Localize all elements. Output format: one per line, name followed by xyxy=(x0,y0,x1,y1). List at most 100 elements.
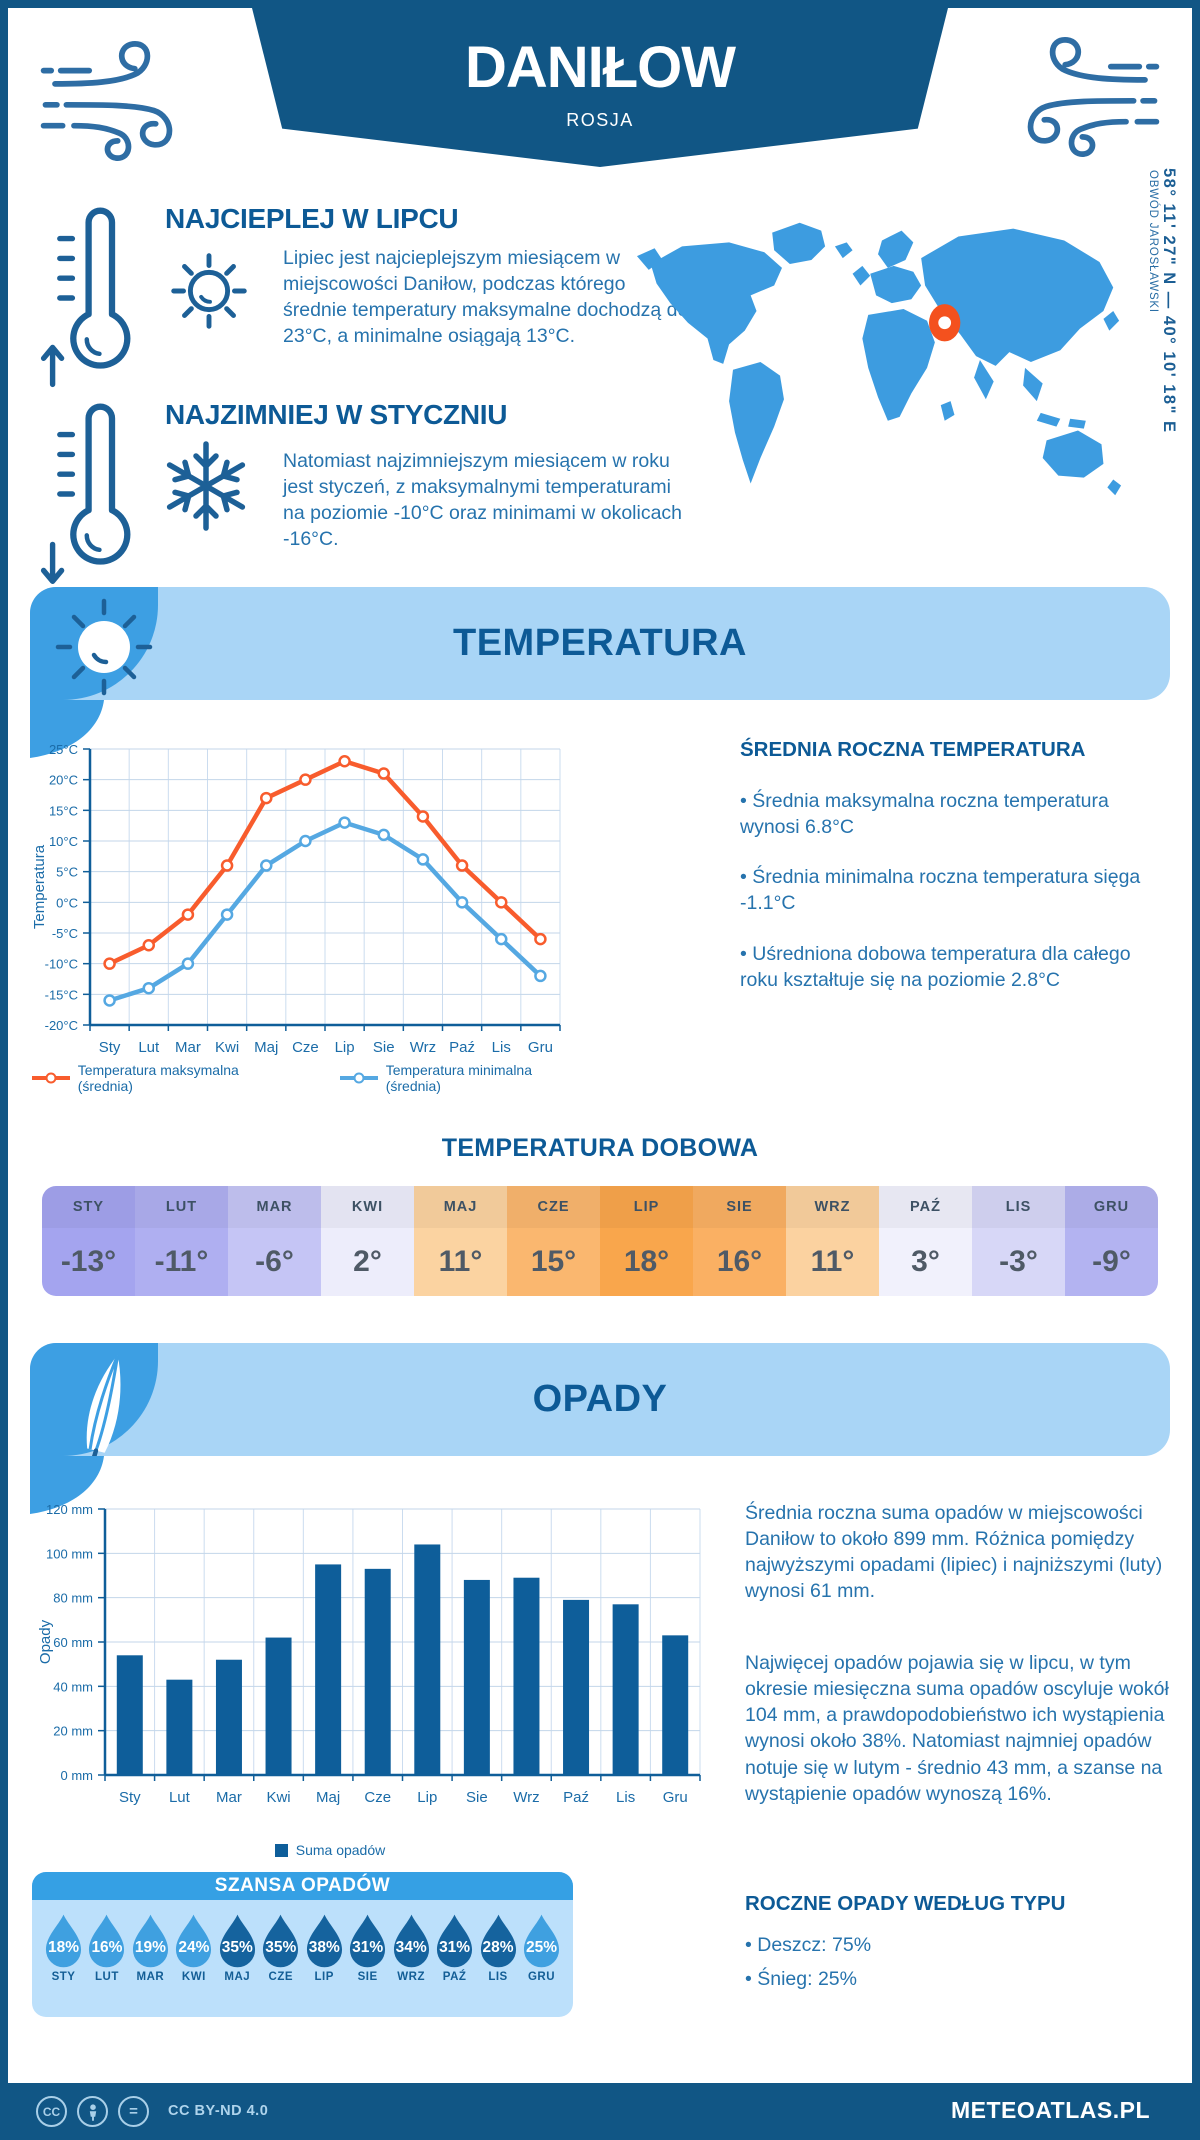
precip-chance-month: LUT xyxy=(95,1971,119,1983)
svg-text:Mar: Mar xyxy=(216,1789,242,1806)
bar xyxy=(612,1604,639,1775)
svg-text:Gru: Gru xyxy=(663,1789,688,1806)
water-drop-icon xyxy=(523,1914,560,1968)
svg-text:25°C: 25°C xyxy=(49,742,78,757)
svg-text:Sie: Sie xyxy=(373,1039,395,1056)
svg-text:Lip: Lip xyxy=(335,1039,355,1056)
water-drop-icon xyxy=(176,1914,212,1968)
svg-text:Paź: Paź xyxy=(449,1039,475,1056)
wind-icon xyxy=(40,41,173,161)
daily-temp-month: GRU xyxy=(1065,1186,1158,1228)
daily-temp-month: MAJ xyxy=(414,1186,507,1228)
svg-text:-15°C: -15°C xyxy=(45,987,78,1002)
world-map xyxy=(636,222,1122,496)
daily-temp-column: MAJ 11° xyxy=(414,1186,507,1296)
footer: CC = CC BY-ND 4.0 METEOATLAS.PL xyxy=(0,2083,1200,2140)
precip-chance-month: PAŹ xyxy=(442,1971,467,1983)
precip-chance-heading: SZANSA OPADÓW xyxy=(32,1872,573,1900)
precipitation-paragraph-2: Najwięcej opadów pojawia się w lipcu, w … xyxy=(745,1652,1169,1805)
map-europe xyxy=(870,265,922,304)
daily-temp-month: LIP xyxy=(600,1186,693,1228)
warm-section-body: Lipiec jest najcieplejszym miesiącem w m… xyxy=(283,247,689,348)
daily-temperature-heading: TEMPERATURA DOBOWA xyxy=(441,1134,759,1162)
svg-text:10°C: 10°C xyxy=(49,834,78,849)
water-drop-icon xyxy=(350,1914,386,1968)
svg-text:Lis: Lis xyxy=(492,1039,511,1056)
daily-temp-value: -3° xyxy=(999,1245,1038,1278)
bar xyxy=(116,1655,143,1775)
svg-text:60 mm: 60 mm xyxy=(53,1635,93,1650)
legend-label: Suma opadów xyxy=(295,1842,386,1858)
svg-text:15°C: 15°C xyxy=(49,803,78,818)
svg-text:40 mm: 40 mm xyxy=(53,1679,93,1694)
bar xyxy=(364,1568,391,1775)
precip-chance-month: MAJ xyxy=(224,1971,251,1983)
cold-section-heading: NAJZIMNIEJ W STYCZNIU xyxy=(165,399,508,430)
svg-text:80 mm: 80 mm xyxy=(53,1591,93,1606)
daily-temp-value: 16° xyxy=(716,1245,763,1278)
precip-chance-drop: 34% WRZ xyxy=(392,1912,431,1983)
legend-item-max: Temperatura maksymalna (średnia) xyxy=(30,1062,286,1094)
precipitation-type-bullet: • Śnieg: 25% xyxy=(745,1968,857,1990)
daily-temp-column: SIE 16° xyxy=(693,1186,786,1296)
temperature-banner-title: TEMPERATURA xyxy=(452,622,747,664)
svg-text:120 mm: 120 mm xyxy=(46,1502,93,1517)
daily-temp-month: STY xyxy=(42,1186,135,1228)
annual-bullet: • Średnia maksymalna roczna temperatura … xyxy=(740,790,1109,839)
daily-temp-column: KWI 2° xyxy=(321,1186,414,1296)
precip-chance-drop: 35% MAJ xyxy=(218,1912,257,1983)
daily-temp-month: LIS xyxy=(972,1186,1065,1228)
daily-temp-value: -9° xyxy=(1092,1245,1131,1278)
sun-icon xyxy=(55,598,153,696)
map-north-america xyxy=(650,242,782,364)
annual-temperature-block: ŚREDNIA ROCZNA TEMPERATURA • Średnia mak… xyxy=(740,738,1168,1017)
region-text: OBWÓD JAROSŁAWSKI xyxy=(1147,170,1159,313)
precipitation-banner-title: OPADY xyxy=(532,1378,668,1420)
precip-chance-value: 18% xyxy=(47,1939,80,1956)
water-drop-icon xyxy=(89,1914,125,1968)
sun-icon xyxy=(171,253,247,329)
precip-chance-value: 16% xyxy=(91,1939,123,1956)
precip-chance-value: 19% xyxy=(134,1939,166,1956)
daily-temperature-table: STY -13° LUT -11° MAR -6° KWI 2° MAJ 11° CZE 15° LIP… xyxy=(42,1186,1158,1296)
precip-chance-box: SZANSA OPADÓW 18% STY 16% LUT 19% MAR 24% KWI 35… xyxy=(32,1872,573,2017)
precip-chance-drop: 35% CZE xyxy=(261,1912,300,1983)
bar xyxy=(414,1544,441,1775)
svg-text:Sty: Sty xyxy=(119,1789,141,1806)
precip-chance-drops: 18% STY 16% LUT 19% MAR 24% KWI 35% MAJ 35% CZE 38% L… xyxy=(44,1912,561,1983)
precip-chance-month: STY xyxy=(51,1971,76,1983)
legend-label: Temperatura minimalna (średnia) xyxy=(385,1062,533,1094)
footer-site: METEOATLAS.PL xyxy=(950,2097,1150,2123)
annual-temperature-heading: ŚREDNIA ROCZNA TEMPERATURA xyxy=(740,738,1086,761)
svg-text:20 mm: 20 mm xyxy=(53,1724,93,1739)
water-drop-icon xyxy=(306,1914,342,1968)
precip-chance-month: MAR xyxy=(136,1971,165,1983)
svg-text:Opady: Opady xyxy=(37,1619,54,1664)
water-drop-icon xyxy=(219,1914,255,1968)
precip-chance-drop: 16% LUT xyxy=(87,1912,126,1983)
map-greenland xyxy=(772,222,826,264)
legend-line-icon xyxy=(32,1072,70,1084)
svg-text:Maj: Maj xyxy=(254,1039,278,1056)
daily-temp-column: LIS -3° xyxy=(972,1186,1065,1296)
svg-text:Sie: Sie xyxy=(466,1789,488,1806)
water-drop-icon xyxy=(393,1914,429,1968)
title-ribbon: DANIŁOW ROSJA xyxy=(250,0,950,167)
legend-line-icon xyxy=(340,1072,378,1084)
bar xyxy=(265,1637,292,1775)
daily-temp-value: -13° xyxy=(60,1245,117,1278)
precip-chance-month: WRZ xyxy=(397,1971,425,1983)
precip-chance-month: KWI xyxy=(181,1971,206,1983)
daily-temp-month: LUT xyxy=(135,1186,228,1228)
daily-temp-value: 15° xyxy=(530,1245,577,1278)
precip-chance-value: 35% xyxy=(265,1939,297,1956)
precipitation-bar-chart: 0 mm 20 mm 40 mm 60 mm 80 mm 100 mm 120 mm Sty L… xyxy=(37,1502,701,1806)
map-south-america xyxy=(729,361,784,484)
precip-chance-month: SIE xyxy=(357,1971,378,1983)
precipitation-chart-legend: Suma opadów xyxy=(30,1842,630,1858)
svg-text:5°C: 5°C xyxy=(56,865,78,880)
precip-chance-value: 25% xyxy=(525,1939,557,1956)
svg-text:0°C: 0°C xyxy=(56,895,78,910)
water-drop-icon xyxy=(263,1914,299,1968)
